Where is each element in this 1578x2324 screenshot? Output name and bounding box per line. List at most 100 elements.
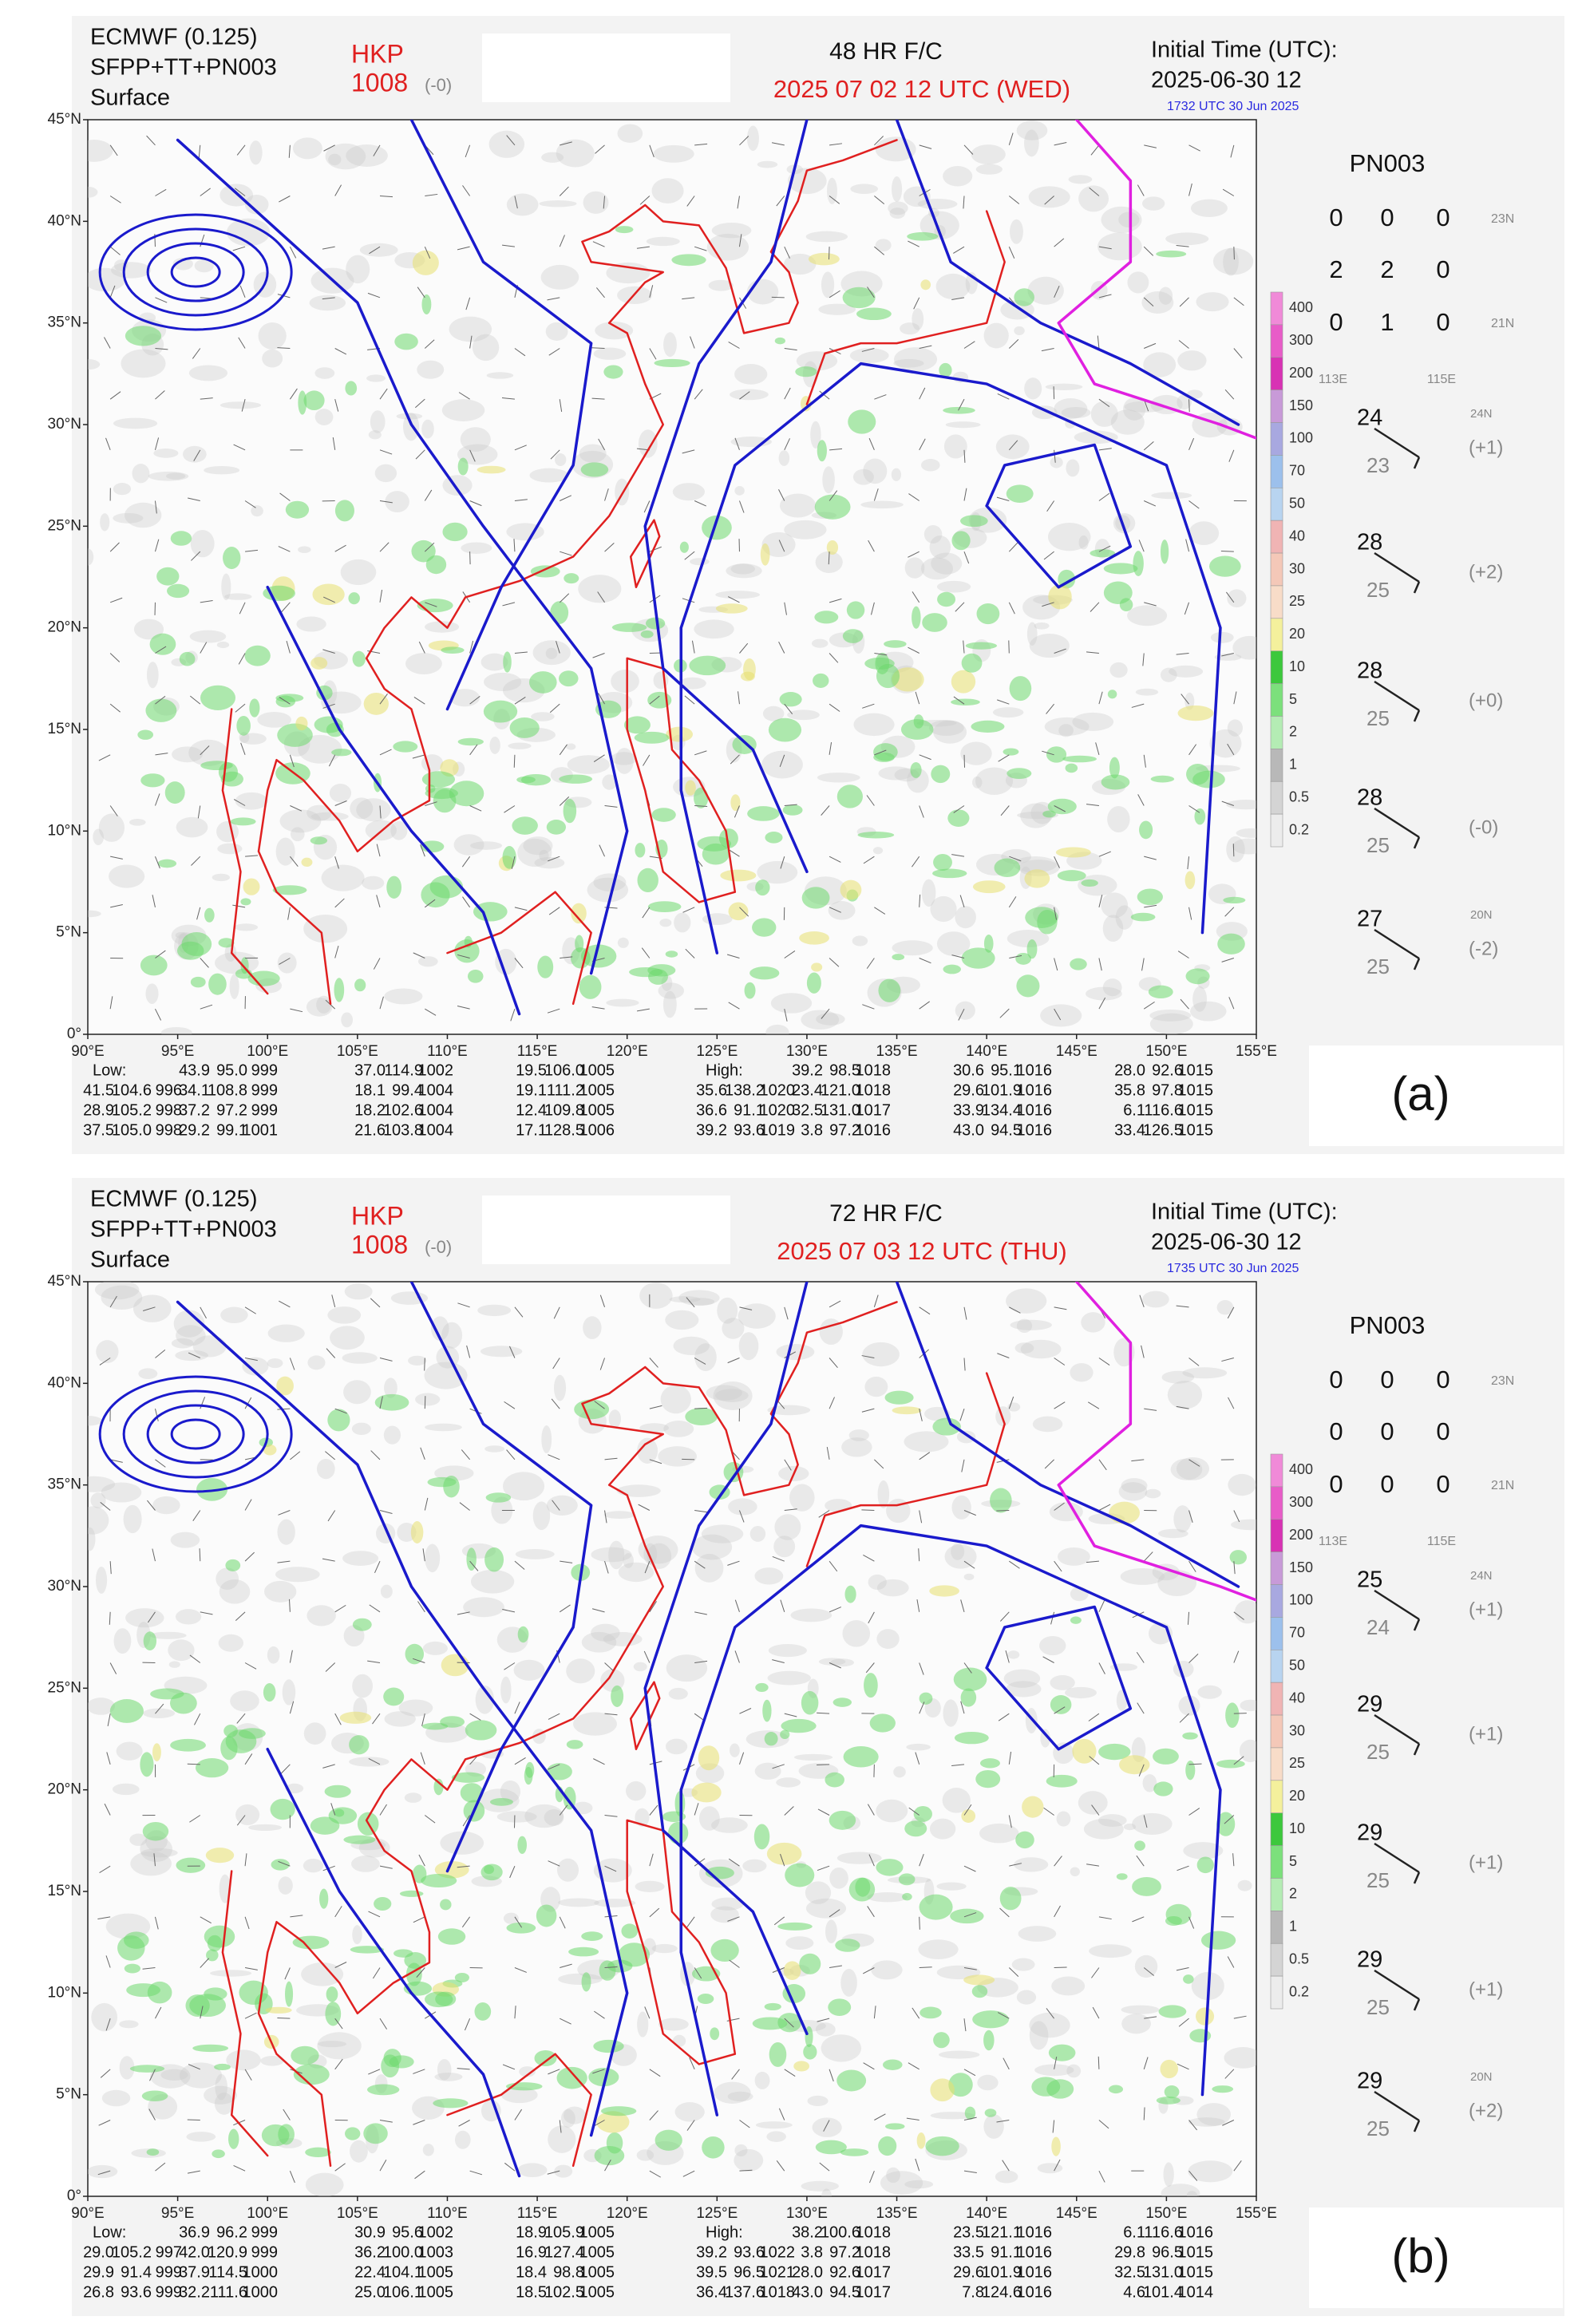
level-name: Surface — [90, 85, 170, 111]
temperature-change: (+1) — [1469, 1852, 1503, 1873]
rain-shade — [218, 762, 239, 782]
wind-barb — [105, 437, 111, 451]
low-entry: 18.5 — [516, 2283, 547, 2301]
wind-barb — [1137, 1702, 1145, 1714]
wind-barb — [829, 196, 840, 204]
wind-barb — [829, 290, 840, 298]
cloud-shade — [113, 1628, 132, 1654]
cloud-shade — [929, 535, 951, 559]
cloud-shade — [754, 1762, 781, 1780]
wind-barb — [244, 500, 256, 508]
rain-shade — [1156, 250, 1187, 258]
cloud-shade — [1061, 406, 1091, 419]
wind-barb — [465, 144, 471, 158]
cloud-shade — [1142, 1290, 1169, 1308]
wind-barb — [236, 1815, 246, 1826]
wind-barb — [642, 907, 651, 919]
cloud-shade — [757, 160, 778, 168]
station-lat: 20N — [1470, 2070, 1493, 2084]
rain-shade — [698, 1745, 720, 1771]
legend-swatch — [1270, 1453, 1283, 1488]
rain-shade — [1150, 775, 1175, 783]
low-entry: 1005 — [418, 2263, 454, 2281]
wind-barb — [919, 144, 932, 149]
wind-barb — [1233, 1713, 1247, 1714]
wind-barb — [469, 2170, 483, 2176]
rain-shade — [204, 907, 215, 923]
low-entry: 37.0 — [354, 1061, 386, 1079]
rain-shade — [994, 858, 1021, 878]
station-pressure: 1008 — [351, 1230, 408, 1259]
cloud-shade — [812, 2117, 842, 2137]
wind-barb — [191, 551, 201, 561]
cloud-shade — [1231, 1519, 1256, 1531]
rain-shade — [795, 366, 817, 377]
wind-barb — [1188, 1560, 1196, 1572]
wind-barb — [1008, 196, 1020, 204]
cloud-shade — [828, 901, 856, 920]
wind-barb — [149, 2069, 156, 2081]
wind-barb — [379, 1804, 387, 1816]
wind-barb — [422, 1548, 425, 1562]
rain-shade — [869, 1713, 896, 1733]
wind-barb — [1044, 196, 1054, 205]
wind-barb — [379, 500, 393, 504]
wind-barb — [559, 744, 568, 756]
cloud-shade — [638, 429, 658, 458]
wind-barb — [1228, 449, 1235, 462]
wind-barb — [374, 1560, 381, 1573]
cloud-shade — [714, 1389, 749, 1402]
rain-shade — [435, 1991, 457, 2007]
cloud-shade — [653, 671, 669, 690]
cloud-shade — [267, 1324, 305, 1342]
wind-barb — [553, 1306, 560, 1319]
wind-barb — [200, 600, 213, 603]
cloud-shade — [500, 1676, 512, 1704]
cloud-shade — [143, 1708, 176, 1718]
wind-barb — [1180, 998, 1189, 1010]
wind-barb — [148, 2109, 156, 2120]
cloud-shade — [168, 1661, 180, 1668]
low-entry: 22.4 — [354, 2263, 386, 2281]
wind-barb — [379, 1510, 393, 1514]
cloud-shade — [815, 2022, 836, 2037]
legend-label: 150 — [1289, 1559, 1313, 1575]
wind-barb — [823, 2120, 830, 2132]
cloud-shade — [1097, 1814, 1127, 1828]
cloud-shade — [663, 332, 677, 358]
high-entry: 1016 — [1017, 1061, 1053, 1079]
rain-shade — [291, 2045, 319, 2065]
high-entry: 33.9 — [953, 1101, 984, 1119]
wind-barb — [236, 1713, 246, 1724]
wind-barb — [322, 1558, 335, 1562]
wind-barb — [240, 742, 246, 756]
isobar-ring — [98, 1375, 293, 1493]
wind-barb — [552, 1500, 560, 1511]
rain-shade — [467, 969, 484, 983]
rain-shade — [1046, 746, 1067, 763]
wind-barb — [644, 1560, 651, 1574]
wind-barb — [189, 695, 201, 705]
wind-barb — [502, 2064, 516, 2070]
wind-barb — [963, 2069, 976, 2077]
lon-label: 110°E — [427, 1043, 468, 1060]
wind-barb — [591, 1608, 605, 1613]
wind-barb — [1233, 1650, 1240, 1663]
wind-barb — [560, 1560, 573, 1563]
rain-shade — [651, 808, 676, 822]
cloud-shade — [646, 236, 680, 247]
cloud-shade — [706, 1385, 742, 1401]
cloud-shade — [132, 1294, 172, 1322]
high-entry: 92.6 — [829, 2263, 860, 2281]
rain-shade — [697, 1994, 714, 2004]
wind-barb — [1097, 335, 1100, 349]
rain-shade — [334, 1808, 345, 1817]
rain-shade — [611, 622, 647, 632]
wind-barb — [279, 492, 291, 501]
wind-barb — [919, 1702, 925, 1714]
wind-barb — [1188, 1763, 1202, 1765]
wind-barb — [771, 142, 785, 146]
rain-shade — [679, 541, 689, 553]
cloud-shade — [529, 468, 569, 483]
cloud-shade — [920, 557, 954, 580]
